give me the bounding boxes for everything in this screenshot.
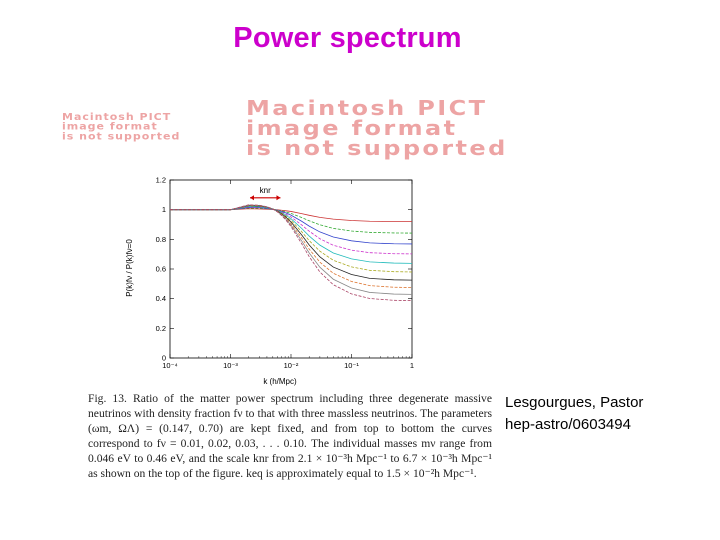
credit-reference: hep-astro/0603494 — [505, 416, 631, 433]
y-tick-label: 1.2 — [156, 176, 166, 185]
x-tick-label: 1 — [410, 361, 414, 370]
x-tick-label: 10⁻² — [284, 361, 299, 370]
x-axis-label: k (h/Mpc) — [263, 377, 297, 386]
power-spectrum-ratio-plot: 0 0.2 0.4 0.6 0.8 1 1.2 10⁻⁴ 10⁻³ 10⁻² 10⁻¹ 1 knr k… — [125, 176, 415, 387]
reference-credit: Lesgourgues, Pastor hep-astro/0603494 — [505, 392, 643, 436]
knr-arrowhead-left — [249, 195, 254, 201]
series-line-4 — [170, 206, 413, 255]
knr-label: knr — [260, 186, 271, 195]
plot-axes: 0 0.2 0.4 0.6 0.8 1 1.2 10⁻⁴ 10⁻³ 10⁻² 10⁻¹ 1 — [156, 176, 415, 371]
figure-caption: Fig. 13. Ratio of the matter power spect… — [88, 392, 492, 481]
caption-text: Ratio of the matter power spectrum inclu… — [88, 392, 492, 480]
y-axis-label: P(k)fν / P(k)fν=0 — [125, 239, 134, 297]
unsupported-image-placeholder-small: Macintosh PICT image format is not suppo… — [62, 110, 181, 143]
series-line-5 — [170, 205, 413, 264]
y-tick-label: 1 — [162, 205, 166, 214]
y-tick-label: 0.8 — [156, 235, 166, 244]
x-tick-label: 10⁻⁴ — [162, 361, 178, 370]
credit-authors: Lesgourgues, Pastor — [505, 394, 644, 411]
x-tick-label: 10⁻¹ — [344, 361, 359, 370]
y-tick-label: 0.2 — [156, 324, 166, 333]
series-line-2 — [170, 207, 413, 234]
knr-arrowhead-right — [276, 195, 281, 201]
y-tick-label: 0.4 — [156, 294, 166, 303]
plot-series — [170, 204, 413, 301]
series-line-8 — [170, 204, 413, 288]
slide-title: Power spectrum — [233, 22, 462, 54]
caption-label: Fig. 13. — [88, 392, 127, 405]
y-tick-label: 0 — [162, 354, 166, 363]
plot-frame — [169, 179, 413, 359]
y-tick-label: 0.6 — [156, 265, 166, 274]
unsupported-image-placeholder-large: Macintosh PICT image format is not suppo… — [246, 96, 508, 160]
series-line-3 — [170, 207, 413, 245]
series-line-10 — [170, 204, 413, 301]
series-line-1 — [170, 208, 412, 222]
x-tick-label: 10⁻³ — [223, 361, 238, 370]
plot-annotation: knr — [249, 186, 281, 201]
